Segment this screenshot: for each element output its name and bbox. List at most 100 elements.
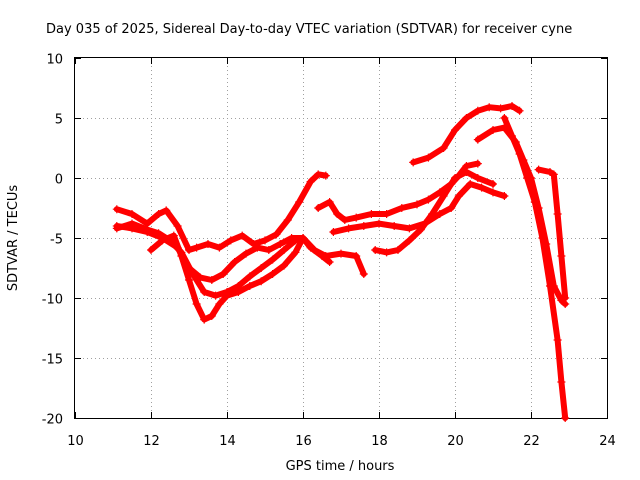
data-point (268, 255, 277, 264)
data-point (200, 288, 209, 296)
data-point (112, 222, 121, 230)
chart-title: Day 035 of 2025, Sidereal Day-to-day VTE… (46, 22, 572, 37)
data-point (553, 336, 562, 344)
data-point (333, 210, 342, 218)
data-point (295, 198, 304, 206)
data-point (268, 270, 277, 278)
data-point (352, 252, 361, 260)
data-point (204, 240, 212, 248)
data-point (200, 315, 209, 324)
data-point (561, 414, 570, 422)
series-track-d (147, 231, 368, 324)
data-point (454, 192, 463, 200)
data-point (489, 126, 497, 134)
data-point (553, 210, 562, 218)
data-point (215, 300, 224, 308)
data-point (546, 282, 554, 290)
x-axis-ticks: 10 12 14 16 18 20 22 24 (67, 58, 616, 449)
data-point (128, 210, 136, 218)
series-track-e (314, 159, 482, 224)
data-point (500, 114, 509, 122)
data-point (485, 103, 494, 112)
data-point (561, 294, 570, 302)
data-point (177, 252, 186, 260)
series-track-b (112, 222, 334, 284)
data-point (409, 158, 418, 167)
y-tick-label: -5 (50, 233, 63, 248)
data-point (530, 198, 539, 206)
data-point (192, 243, 201, 252)
data-point (242, 249, 250, 258)
data-point (158, 236, 167, 245)
data-point (207, 312, 216, 320)
y-axis-ticks: -20 -15 -10 -5 0 5 10 (42, 53, 607, 428)
y-tick-label: -10 (42, 293, 63, 308)
data-point (394, 246, 402, 254)
x-tick-label: 20 (447, 434, 464, 449)
data-point (473, 135, 482, 144)
data-point (382, 248, 391, 257)
series-line (315, 160, 481, 223)
data-point (424, 153, 433, 162)
series-line (148, 232, 367, 323)
data-point (473, 159, 482, 168)
plot-area (112, 102, 570, 422)
data-point (439, 192, 448, 200)
data-point (424, 195, 433, 204)
data-point (382, 210, 391, 218)
data-point (337, 249, 345, 258)
data-point (249, 240, 258, 248)
data-point (451, 126, 459, 134)
data-point (473, 106, 482, 115)
series-line (330, 181, 508, 235)
series-track-j (500, 114, 570, 422)
data-point (534, 165, 543, 174)
data-point (211, 291, 220, 300)
data-point (238, 231, 247, 240)
data-point (462, 114, 471, 122)
data-point (447, 204, 456, 212)
data-point (557, 252, 566, 260)
data-point (257, 264, 266, 272)
data-point (143, 228, 152, 236)
data-point (515, 150, 524, 158)
data-point (321, 171, 330, 180)
series-line (410, 103, 523, 166)
data-point (508, 132, 516, 140)
x-tick-label: 22 (523, 434, 540, 449)
data-point (359, 270, 368, 278)
data-point (291, 248, 300, 257)
data-point (314, 204, 323, 212)
series-line (501, 115, 569, 421)
data-point (367, 210, 376, 218)
series-track-c (112, 170, 330, 254)
data-point (325, 198, 334, 206)
x-tick-label: 14 (219, 434, 236, 449)
data-point (557, 378, 566, 386)
data-point (359, 222, 368, 230)
data-point (306, 177, 315, 186)
data-point (230, 258, 239, 266)
data-point (549, 170, 558, 179)
data-point (112, 205, 121, 214)
data-point (340, 216, 349, 224)
data-point (314, 170, 323, 179)
data-point (321, 252, 330, 260)
data-point (264, 246, 273, 254)
data-point (245, 272, 254, 281)
data-point (352, 213, 361, 222)
data-point (329, 228, 338, 236)
data-point (508, 102, 516, 110)
data-point (280, 246, 288, 254)
data-point (371, 246, 380, 254)
data-point (473, 174, 482, 182)
data-point (390, 222, 399, 230)
data-point (523, 174, 532, 182)
data-point (299, 234, 307, 242)
data-point (280, 261, 288, 270)
data-point (272, 230, 281, 239)
data-point (215, 243, 224, 252)
data-point (397, 204, 406, 212)
data-point (147, 246, 155, 254)
data-point (405, 236, 414, 245)
